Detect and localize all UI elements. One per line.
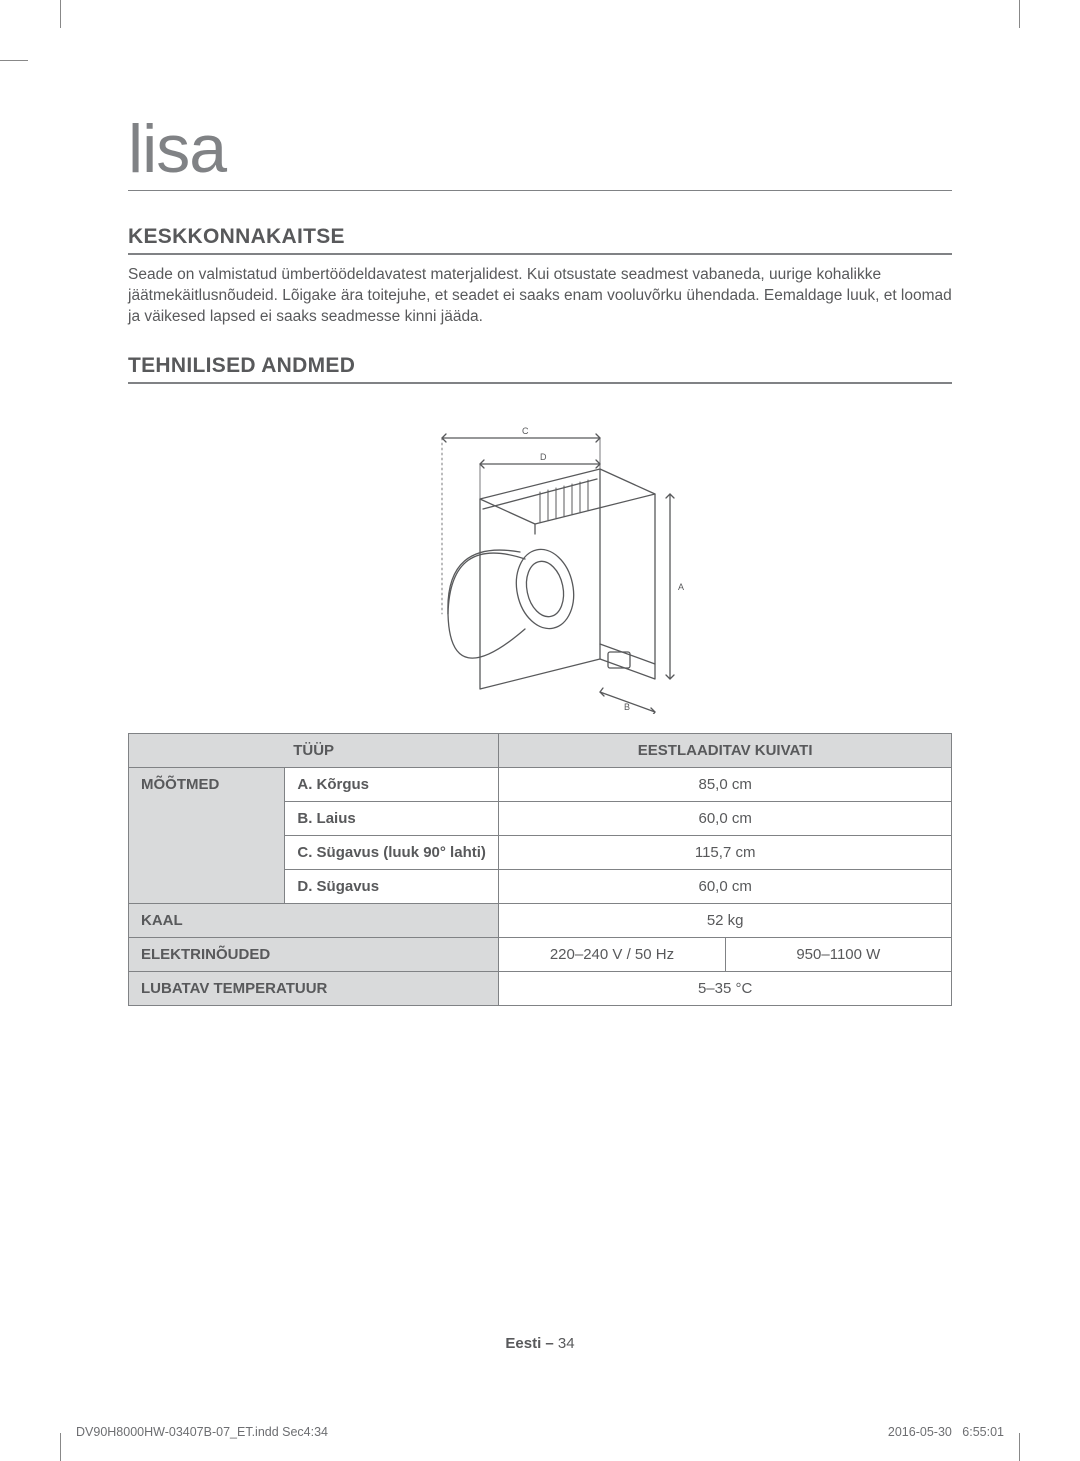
crop-mark	[1019, 1433, 1020, 1461]
page-content: lisa KESKKONNAKAITSE Seade on valmistatu…	[128, 110, 952, 1006]
dim-sub: D. Sügavus	[285, 869, 499, 903]
weight-label: KAAL	[129, 903, 499, 937]
page-footer-center: Eesti – 34	[0, 1335, 1080, 1352]
dim-sub: A. Kõrgus	[285, 767, 499, 801]
dim-val: 60,0 cm	[499, 801, 952, 835]
footer-page-num: 34	[558, 1335, 575, 1352]
section-heading-specs: TEHNILISED ANDMED	[128, 354, 952, 384]
dim-val: 115,7 cm	[499, 835, 952, 869]
footer-lang: Eesti –	[505, 1335, 558, 1352]
crop-mark	[60, 0, 61, 28]
diagram-label-a: A	[678, 582, 684, 592]
section-body-environment: Seade on valmistatud ümbertöödeldavatest…	[128, 265, 952, 328]
electrical-val1: 220–240 V / 50 Hz	[499, 937, 725, 971]
table-row: LUBATAV TEMPERATUUR 5–35 °C	[129, 971, 952, 1005]
footer-datetime: 2016-05-30 6:55:01	[888, 1425, 1004, 1439]
table-header-product: EESTLAADITAV KUIVATI	[499, 733, 952, 767]
table-row: KAAL 52 kg	[129, 903, 952, 937]
diagram-label-d: D	[540, 452, 547, 462]
spec-table: TÜÜP EESTLAADITAV KUIVATI MÕÕTMED A. Kõr…	[128, 733, 952, 1006]
table-row: ELEKTRINÕUDED 220–240 V / 50 Hz 950–1100…	[129, 937, 952, 971]
electrical-label: ELEKTRINÕUDED	[129, 937, 499, 971]
footer-time: 6:55:01	[962, 1425, 1004, 1439]
chapter-title: lisa	[128, 110, 952, 191]
diagram-label-b: B	[624, 702, 630, 712]
appliance-diagram: A B C D	[128, 394, 952, 719]
dim-sub: C. Sügavus (luuk 90° lahti)	[285, 835, 499, 869]
dimensions-label: MÕÕTMED	[129, 767, 285, 903]
table-row: TÜÜP EESTLAADITAV KUIVATI	[129, 733, 952, 767]
crop-mark	[1019, 0, 1020, 28]
temperature-label: LUBATAV TEMPERATUUR	[129, 971, 499, 1005]
electrical-val2: 950–1100 W	[725, 937, 951, 971]
dim-val: 60,0 cm	[499, 869, 952, 903]
dim-val: 85,0 cm	[499, 767, 952, 801]
crop-mark	[0, 60, 28, 61]
footer-file: DV90H8000HW-03407B-07_ET.indd Sec4:34	[76, 1425, 328, 1439]
diagram-label-c: C	[522, 426, 529, 436]
table-header-type: TÜÜP	[129, 733, 499, 767]
weight-val: 52 kg	[499, 903, 952, 937]
dim-sub: B. Laius	[285, 801, 499, 835]
footer-date: 2016-05-30	[888, 1425, 952, 1439]
section-heading-environment: KESKKONNAKAITSE	[128, 225, 952, 255]
temperature-val: 5–35 °C	[499, 971, 952, 1005]
crop-mark	[60, 1433, 61, 1461]
table-row: MÕÕTMED A. Kõrgus 85,0 cm	[129, 767, 952, 801]
